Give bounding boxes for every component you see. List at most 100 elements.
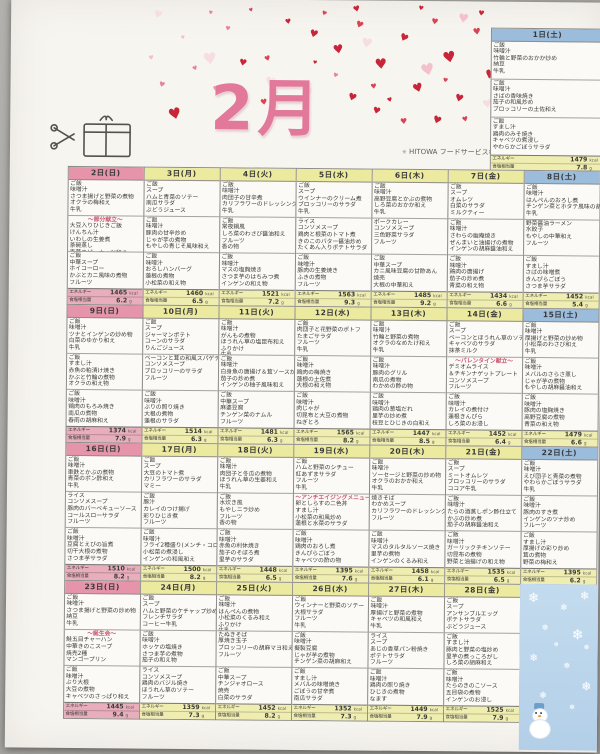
nutrition-strip: エネルギー 1479 kcal 食塩相当量 6.6 g (521, 429, 598, 447)
day-cell: 15日(土) ご飯 味噌汁 厚揚げと野菜の炒め物 小松菜のわさび和え 牛乳 ご飯 味噌汁 メバル… (520, 307, 600, 448)
meal-block: ご飯 スープ 大豆のトマト煮 カリフラワーのサラダ マミー (141, 456, 217, 494)
menu-line: やわらかごぼうサラダ (492, 144, 551, 152)
meal-blocks: ご飯味噌汁はんぺんの煮物小松菜のくるみ和えふりかけ牛乳たぬきそば厚焼き玉子ブロッ… (215, 594, 292, 704)
meal-block: ご飯 味噌汁 豚肉のすき煮 インゲンのツナ炒め フルーツ (521, 495, 597, 533)
menu-line: 小松菜の煮浸し (142, 549, 184, 556)
menu-line: チンゲン菜の胡麻和え (293, 659, 353, 666)
meal-blocks: ご飯 味噌汁 厚揚げと野菜の炒め物 小松菜のわさび和え 牛乳 ご飯 味噌汁 メバルのさらさ蒸し… (522, 321, 598, 430)
meal-block: ～誕生会～ 鮭五目チャーハン 中華きのこスープ 焼売2種 マンゴープリン (63, 629, 140, 667)
meal-blocks: ご飯 味噌汁 はんぺんのおろし煮 チンゲン菜とホタテ風味の胡麻和え 牛乳 野菜醤油ラーメン… (523, 183, 600, 292)
snowman-icon (527, 703, 553, 740)
menu-line: わかめの酢の物 (372, 383, 414, 391)
day-header: 17日(月) (141, 443, 217, 457)
menu-line: 小松菜の和え物 (145, 280, 186, 287)
day-cell: 16日(日) ご飯 味噌汁 車麩とかぶの煮物 青菜のポン酢和え 牛乳 ライス コンソメスープ豚… (63, 441, 142, 582)
heart-icon: ♥ (166, 103, 184, 125)
meal-block: ご飯 スープ ベーコンとほうれん草のソテー キャベツのサラダ 抹茶ミルク (446, 320, 522, 358)
heart-icon: ♥ (320, 9, 328, 18)
menu-line: 牛乳 (66, 620, 78, 627)
day-cell: 4日(火) ご飯 味噌汁 肉団子の甘辛煮 カリフラワーのドレッシング和え 牛乳 ご飯 常夜鍋風… (218, 166, 297, 307)
salt-value-row: 食塩相当量 7.3 g (139, 710, 215, 719)
heart-icon: ♥ (346, 91, 359, 105)
meal-block: ご飯 味噌汁 豚肉の塩麹焼き 高野豆腐の煮物 青菜の和え物 (522, 394, 597, 430)
snowflake-icon: ❄ (527, 590, 540, 607)
day-cell: 23日(日) ご飯 味噌汁 さつま揚げと野菜の炒め物 納豆 牛乳 ～誕生会～ 鮭五目チャーハン… (62, 579, 141, 720)
day-cell: 24日(月) ご飯 スープ ハムと野菜のケチャップ炒め フレンチサラダ コーヒー牛乳 ご飯味… (138, 580, 217, 720)
day-cell: 17日(月) ご飯 スープ 大豆のトマト煮 カリフラワーのサラダ マミー ご飯 豚汁 カレイのつ… (139, 442, 218, 582)
menu-line: フルーツ (448, 384, 472, 391)
salt-value: 7.3 (188, 711, 200, 719)
meal-blocks: ご飯 スープ ベーコンとほうれん草のソテー キャベツのサラダ 抹茶ミルク ～バレンタイン献… (446, 320, 522, 430)
menu-line: 大根の中華和え (373, 282, 414, 289)
meal-block: ご飯 中華スープ カニ風味豆腐の甘酢あん 焼売 大根の中華和え (371, 255, 446, 291)
menu-line: フルーツ (373, 239, 397, 246)
day-cell: 22日(土) ご飯 味噌汁 えび団子と青菜の煮物 やわらかごぼうサラダ 牛乳 ご飯 味噌汁 豚肉… (519, 445, 598, 586)
nutrition-strip: エネルギー 1525 kcal 食塩相当量 7.9 g (443, 704, 519, 722)
nutrition-strip: エネルギー 1452 kcal 食塩相当量 8.2 g (215, 702, 291, 720)
menu-line: コーヒー牛乳 (142, 621, 178, 628)
day-cell: 19日(水) ご飯 ハムと野菜のシチュー 紅あずまサラダ フルーツ 牛乳 ～アンチエイジング… (291, 443, 370, 584)
page-title: 2月 (210, 71, 324, 146)
menu-line: 牛乳 (294, 622, 306, 629)
meal-blocks: ご飯 味噌汁 厚揚げと野菜の煮物 キャベツの和風和え 牛乳 ライス スープ あじの香草パン粉焼… (367, 596, 444, 705)
meal-blocks: ご飯 味噌汁 竹輪と野菜の煮物 オクラのなめたけ和え 牛乳 ご飯 味噌汁 豚肉のグリル 南瓜の煮… (370, 320, 446, 429)
menu-line: 白菜のサラダ (217, 694, 253, 702)
menu-line: 春雨の胡麻和え (68, 417, 109, 424)
day-header: 8日(土) (524, 170, 600, 185)
meal-block: ベーコンと茸の和風スパゲティー コンソメスープ ブロッコリーのサラダ フルーツ (142, 354, 218, 392)
heart-icon: ♥ (418, 58, 437, 81)
menu-line: 牛乳 (69, 206, 82, 213)
nutrition-strip: エネルギー 1452 kcal 食塩相当量 6.4 g (445, 428, 522, 446)
meal-blocks: ご飯 スープ オムレツ 白菜のサラダ ミルクティー ご飯 味噌汁 さわらの幽庵焼き ぜんまいと油… (447, 182, 524, 292)
meal-block: ご飯 肉団子と花野菜のポトフ たまごサラダ フルーツ 牛乳 (294, 319, 370, 357)
nutrition-strip: エネルギー 1395 kcal 食塩相当量 7.6 g (292, 565, 368, 583)
meal-block: ご飯 味噌汁 鶏肉の梅焼き 蓮根の土佐煮 大根の和え物 (294, 355, 370, 393)
snow-decoration: ❄ ❄ ❄ ❄ ❄ ❄ ❄ ❄ ❄ ❄ ❄ ❄ (518, 583, 599, 751)
heart-icon: ♥ (442, 76, 449, 85)
snowflake-icon: ❄ (553, 641, 559, 649)
heart-icon: ♥ (477, 9, 485, 18)
menu-line: マミー (143, 483, 161, 490)
menu-line: マンゴープリン (65, 657, 107, 664)
menu-line: 牛乳 (221, 208, 234, 215)
meal-block: ご飯 味噌汁 厚揚げと野菜の炒め物 小松菜のわさび和え 牛乳 (522, 321, 598, 359)
menu-line: インゲンのお浸し (445, 696, 493, 704)
meal-block: ご飯 味噌汁 車麩とかぶの煮物 青菜のポン酢和え 牛乳 (65, 455, 141, 493)
day-cell: 18日(火) ご飯 味噌汁 肉団子と冬瓜の煮物 ほうれん草の生姜和え 牛乳 ご飯 水炊き風 もや… (215, 442, 294, 583)
menu-line: 茄子の胡麻醤油和え (447, 522, 500, 529)
day-header: 12日(水) (294, 306, 371, 321)
heart-icon: ♥ (157, 80, 166, 90)
menu-line: フルーツ (144, 375, 168, 382)
menu-line: インゲンの胡麻醤油和え (449, 246, 514, 254)
heart-icon: ♥ (207, 9, 214, 17)
meal-block: ご飯 味噌汁 竹輪と野菜の煮物 オクラのなめたけ和え 牛乳 (370, 320, 446, 358)
menu-line: ブロッコリーの土佐和え (492, 106, 557, 114)
nutrition-strip: エネルギー 1445 kcal 食塩相当量 9.4 g (63, 701, 139, 719)
meal-block: ご飯 味噌汁 鶏肉の葱塩だれ 里芋の炒め煮 枝豆とひじきの白和え (370, 393, 445, 429)
menu-line: 牛乳 (219, 484, 232, 491)
day-cell: 25日(火)ご飯味噌汁はんぺんの煮物小松菜のくるみ和えふりかけ牛乳たぬきそば厚焼… (214, 580, 293, 721)
day-header: 2日(日) (68, 166, 144, 181)
nutrition-strip: エネルギー 1359 kcal 食塩相当量 7.3 g (139, 702, 215, 719)
meal-block: ご飯 スープ ハムと青菜のソテー 南瓜サラダ ぶどうジュース (143, 180, 220, 218)
heart-icon: ♥ (331, 71, 340, 80)
meal-block: ライス スープ あじの香草パン粉焼き ポテトサラダ フルーツ (367, 632, 444, 670)
snowflakes: ❄ ❄ ❄ ❄ ❄ ❄ ❄ ❄ ❄ ❄ ❄ ❄ (520, 584, 598, 711)
meal-blocks: ご飯味噌汁がんもの煮物ほうれん草の塩昆布和えふりかけ牛乳ご飯味噌汁白身魚の唐揚げ… (218, 318, 294, 428)
day-header: 13日(木) (370, 307, 447, 321)
day-header: 7日(金) (448, 169, 524, 184)
menu-line: しろ菜の胡麻和え (445, 660, 493, 667)
menu-line: インゲンのくるみ和え (370, 558, 429, 565)
nutrition-strip: エネルギー 1458 kcal 食塩相当量 6.1 g (368, 566, 444, 583)
salt-value-row: 食塩相当量 8.2 g (215, 710, 291, 720)
heart-icon: ♥ (331, 41, 345, 58)
heart-icon: ♥ (441, 47, 458, 68)
meal-block: ご飯 味噌汁 はんぺんのおろし煮 チンゲン菜とホタテ風味の胡麻和え 牛乳 (523, 183, 600, 221)
day-header: 15日(土) (522, 308, 599, 323)
meal-block: ご飯 味噌汁 ぶり大根 大豆の煮物 キャベツのさっぱり和え (64, 666, 139, 702)
nutrition-strip: エネルギー 1481 kcal 食塩相当量 6.3 g (217, 426, 294, 444)
heart-icon: ♥ (148, 54, 155, 63)
salt-value: 7.9 (492, 714, 504, 722)
meal-block: ご飯 中華スープ 麻婆豆腐 チンゲン菜のナムル フルーツ (218, 391, 293, 427)
day-header: 22日(土) (521, 446, 597, 461)
